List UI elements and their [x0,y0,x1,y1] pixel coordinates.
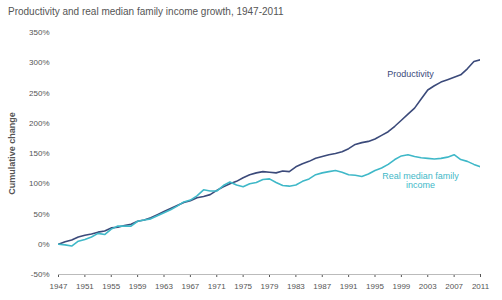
svg-text:2011: 2011 [472,282,490,291]
svg-text:1983: 1983 [287,282,305,291]
svg-text:-50%: -50% [31,270,50,279]
svg-text:1999: 1999 [392,282,410,291]
svg-text:1951: 1951 [76,282,94,291]
svg-text:300%: 300% [29,58,49,67]
svg-text:2007: 2007 [445,282,463,291]
svg-text:Real median familyincome: Real median familyincome [382,171,459,190]
svg-text:1995: 1995 [366,282,384,291]
svg-text:1955: 1955 [102,282,120,291]
svg-text:1947: 1947 [50,282,68,291]
svg-text:Cumulative change: Cumulative change [7,112,17,195]
svg-text:250%: 250% [29,89,49,98]
svg-text:1971: 1971 [208,282,226,291]
svg-text:1987: 1987 [313,282,331,291]
svg-text:2003: 2003 [419,282,437,291]
svg-text:150%: 150% [29,149,49,158]
svg-text:1975: 1975 [234,282,252,291]
svg-text:1959: 1959 [129,282,147,291]
svg-text:0%: 0% [38,240,50,249]
svg-text:350%: 350% [29,28,49,37]
svg-text:50%: 50% [33,210,49,219]
svg-text:1967: 1967 [181,282,199,291]
svg-text:1963: 1963 [155,282,173,291]
svg-text:200%: 200% [29,119,49,128]
svg-text:1991: 1991 [340,282,358,291]
svg-text:100%: 100% [29,179,49,188]
svg-text:1979: 1979 [261,282,279,291]
svg-text:Productivity: Productivity [387,69,434,79]
html-text:Productivity and real median f: Productivity and real median family inco… [8,6,284,17]
